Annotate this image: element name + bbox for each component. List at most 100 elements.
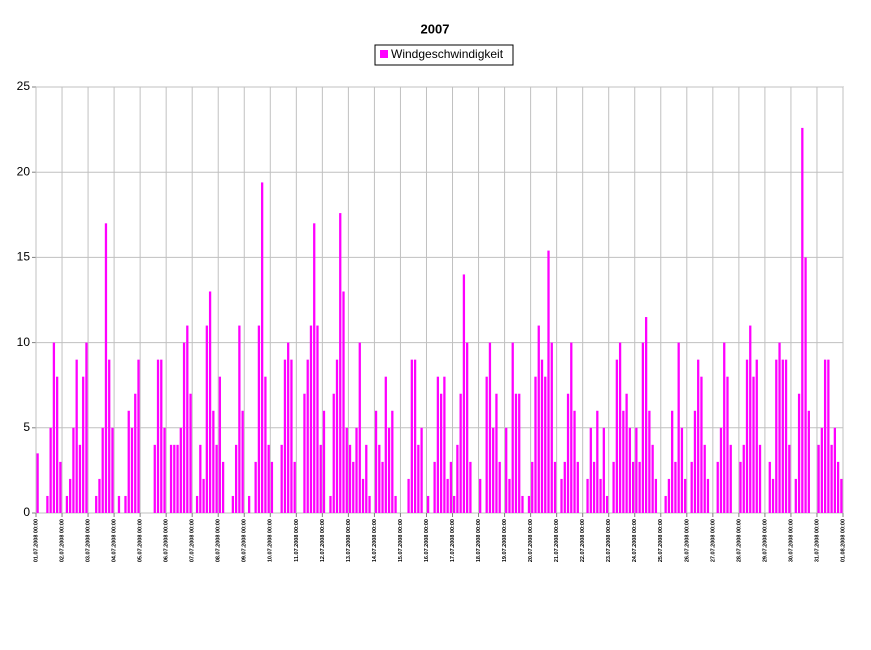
bar xyxy=(49,427,52,513)
x-tick-label: 26.07.2008 00:00 xyxy=(684,519,690,562)
bar xyxy=(635,427,638,513)
x-tick-label: 31.07.2008 00:00 xyxy=(814,519,820,562)
x-tick-label: 10.07.2008 00:00 xyxy=(268,519,274,562)
bar xyxy=(65,495,69,513)
bar xyxy=(521,495,524,513)
bar xyxy=(199,444,202,513)
bar xyxy=(667,478,671,513)
x-tick-label: 27.07.2008 00:00 xyxy=(710,519,716,562)
y-tick-label: 0 xyxy=(23,505,30,519)
bar xyxy=(706,478,710,513)
bar xyxy=(332,393,335,513)
bar xyxy=(820,427,823,513)
bar xyxy=(840,478,843,513)
x-tick-label: 11.07.2008 00:00 xyxy=(294,519,300,562)
bar xyxy=(674,461,677,513)
bar xyxy=(518,393,521,513)
bar xyxy=(537,325,540,513)
bar xyxy=(264,376,267,513)
bar xyxy=(797,393,801,513)
bar xyxy=(485,376,488,513)
bar xyxy=(625,393,628,513)
bar xyxy=(592,461,596,513)
bar xyxy=(394,495,397,513)
x-tick-label: 23.07.2008 00:00 xyxy=(606,519,612,562)
bar xyxy=(508,478,511,513)
bar xyxy=(374,410,378,513)
bar xyxy=(358,342,361,513)
x-tick-label: 06.07.2008 00:00 xyxy=(164,519,170,562)
bar xyxy=(784,359,788,513)
bar xyxy=(231,495,235,513)
bar xyxy=(459,393,462,513)
plot-area xyxy=(35,86,844,514)
bar xyxy=(212,410,215,513)
bar xyxy=(807,410,810,513)
bar xyxy=(153,444,156,513)
bar xyxy=(823,359,827,513)
bar xyxy=(182,342,186,513)
bar xyxy=(348,444,352,513)
y-tick-label: 25 xyxy=(17,79,31,93)
bar xyxy=(426,495,430,513)
bar xyxy=(355,427,358,513)
legend-swatch xyxy=(380,50,388,58)
bar xyxy=(684,478,687,513)
bar xyxy=(72,427,75,513)
bar xyxy=(514,393,518,513)
bar xyxy=(176,444,179,513)
bar xyxy=(56,376,59,513)
bar xyxy=(729,444,732,513)
bar xyxy=(739,461,742,513)
bar xyxy=(124,495,127,513)
y-tick-label: 20 xyxy=(17,164,31,178)
x-tick-label: 20.07.2008 00:00 xyxy=(528,519,534,562)
bar xyxy=(599,478,602,513)
bar xyxy=(589,427,592,513)
bar xyxy=(664,495,667,513)
bar xyxy=(241,410,244,513)
bar xyxy=(280,444,283,513)
bar xyxy=(407,478,410,513)
bar xyxy=(690,461,693,513)
bar xyxy=(413,359,417,513)
x-tick-label: 01.07.2008 00:00 xyxy=(33,519,39,562)
x-tick-label: 25.07.2008 00:00 xyxy=(658,519,664,562)
bar xyxy=(104,223,108,513)
bar xyxy=(417,444,420,513)
bar xyxy=(339,213,342,513)
bar xyxy=(248,495,251,513)
x-tick-label: 16.07.2008 00:00 xyxy=(424,519,430,562)
bar xyxy=(651,444,654,513)
bar xyxy=(703,444,706,513)
bar xyxy=(205,325,208,513)
bar xyxy=(498,461,501,513)
bar xyxy=(69,478,72,513)
bar xyxy=(381,461,384,513)
bar xyxy=(59,461,62,513)
bar xyxy=(95,495,98,513)
bar xyxy=(622,410,625,513)
x-tick-label: 03.07.2008 00:00 xyxy=(86,519,92,562)
x-tick-label: 28.07.2008 00:00 xyxy=(736,519,742,562)
bar xyxy=(700,376,703,513)
bar xyxy=(127,410,130,513)
x-tick-label: 22.07.2008 00:00 xyxy=(580,519,586,562)
bar xyxy=(342,291,345,513)
bar xyxy=(833,427,837,513)
bar xyxy=(752,376,755,513)
bar xyxy=(804,257,807,513)
bar xyxy=(156,359,160,513)
bar xyxy=(827,359,830,513)
bar xyxy=(677,342,680,513)
bar xyxy=(749,325,752,513)
bar xyxy=(534,376,537,513)
bar xyxy=(85,342,88,513)
bar xyxy=(505,427,508,513)
bar xyxy=(469,461,472,513)
bar xyxy=(716,461,719,513)
bar xyxy=(257,325,261,513)
bar xyxy=(462,274,466,513)
bar xyxy=(596,410,599,513)
x-tick-label: 07.07.2008 00:00 xyxy=(190,519,196,562)
